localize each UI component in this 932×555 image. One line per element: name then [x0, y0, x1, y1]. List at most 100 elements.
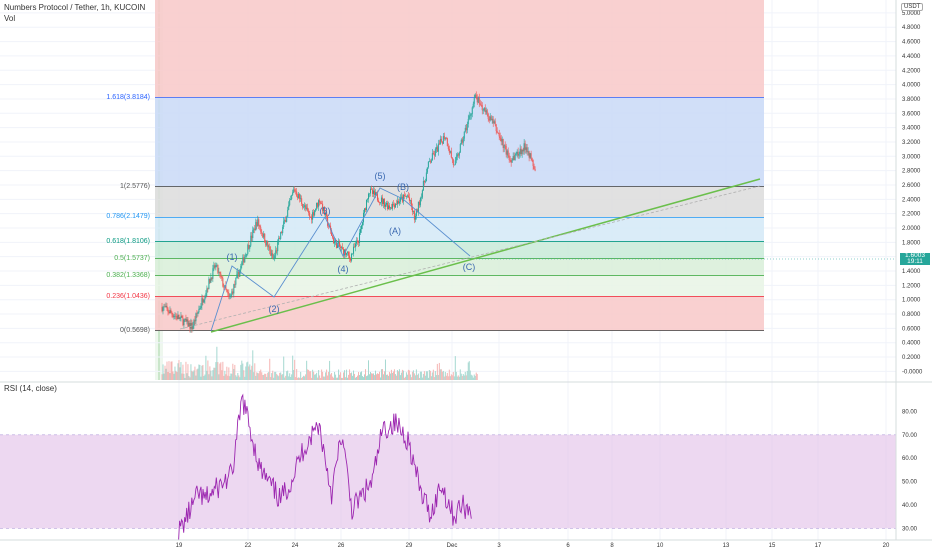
volume-bar	[176, 372, 178, 380]
quote-currency-badge[interactable]: USDT	[901, 3, 924, 11]
volume-bar	[388, 371, 390, 380]
symbol-title[interactable]: Numbers Protocol / Tether, 1h, KUCOIN	[4, 3, 146, 12]
candle-body	[402, 194, 404, 202]
candle-body	[299, 193, 301, 199]
volume-bar	[333, 377, 335, 380]
candle-body	[413, 211, 415, 220]
volume-bar	[301, 377, 303, 380]
volume-bar	[162, 364, 164, 380]
candle-body	[372, 190, 374, 194]
volume-bar	[453, 376, 455, 380]
volume-bar	[444, 371, 446, 380]
volume-bar	[339, 374, 341, 380]
candle-body	[234, 284, 236, 285]
wave-label: (A)	[389, 226, 401, 236]
volume-bar	[298, 377, 300, 380]
volume-bar	[178, 360, 180, 380]
candle-body	[294, 189, 296, 191]
volume-bar	[235, 375, 237, 380]
rsi-title[interactable]: RSI (14, close)	[4, 384, 57, 393]
candle-body	[376, 193, 378, 201]
trendlines[interactable]	[179, 178, 761, 333]
candle-body	[339, 242, 341, 247]
volume-bar	[279, 372, 281, 380]
volume-bar	[174, 366, 176, 380]
elliott-wave-path	[210, 187, 471, 332]
candle-body	[368, 193, 370, 200]
volume-bar	[356, 376, 358, 380]
volume-bar	[359, 375, 361, 380]
candle-body	[213, 265, 215, 269]
candle-body	[233, 284, 235, 294]
rsi-tick-label: 70.00	[902, 433, 918, 439]
fib-level-label: 0.382(1.3368)	[106, 271, 150, 279]
candle-body	[450, 151, 452, 158]
candle-body	[256, 222, 258, 226]
volume-bar	[241, 360, 243, 380]
volume-bar	[171, 361, 173, 380]
time-tick-label: 20	[883, 543, 890, 549]
candle-body	[398, 201, 400, 204]
candle-body	[482, 110, 484, 111]
price-tick-label: 0.2000	[902, 355, 921, 361]
candle-body	[311, 216, 313, 220]
volume-bar	[408, 370, 410, 380]
volume-bar	[476, 374, 478, 380]
volume-bar	[316, 372, 318, 380]
volume-bar	[360, 372, 362, 380]
candle-body	[371, 189, 373, 194]
candle-body	[487, 113, 489, 119]
volume-bar	[389, 373, 391, 380]
candle-body	[188, 322, 190, 327]
candle-body	[309, 212, 311, 217]
candle-body	[298, 193, 300, 198]
candle-body	[430, 160, 432, 163]
volume-bar	[473, 374, 475, 380]
volume-bar	[361, 371, 363, 380]
fib-level-label: 0.618(1.8106)	[106, 237, 150, 245]
volume-bar	[462, 374, 464, 380]
candle-body	[427, 161, 429, 168]
volume-bar	[425, 371, 427, 380]
volume-bar	[204, 374, 206, 380]
volume-bar	[467, 362, 469, 380]
volume-label[interactable]: Vol	[4, 14, 16, 23]
volume-bar	[182, 364, 184, 380]
volume-bar	[429, 370, 431, 380]
volume-bar	[277, 375, 279, 380]
candle-body	[179, 317, 181, 319]
volume-bar	[416, 374, 418, 380]
candle-body	[469, 115, 471, 117]
volume-bar	[237, 373, 239, 380]
volume-bar	[326, 369, 328, 380]
wave-label: (B)	[397, 182, 409, 192]
volume-bar	[367, 375, 369, 380]
candle-body	[432, 153, 434, 155]
price-tick-label: 3.4000	[902, 126, 921, 132]
volume-bar	[304, 376, 306, 380]
candle-body	[457, 154, 459, 156]
candle-body	[348, 252, 350, 256]
volume-bar	[430, 376, 432, 380]
volume-bar	[191, 370, 193, 380]
volume-bar	[305, 374, 307, 380]
candle-body	[182, 317, 184, 326]
candle-body	[305, 205, 307, 209]
volume-bar	[202, 364, 204, 380]
volume-bar	[457, 375, 459, 380]
fib-zone	[155, 186, 764, 218]
volume-bar	[400, 372, 402, 380]
volume-bar	[401, 369, 403, 380]
candle-body	[216, 264, 218, 266]
volume-bar	[297, 377, 299, 380]
candle-body	[208, 278, 210, 289]
volume-bar	[278, 376, 280, 380]
volume-bar	[312, 369, 314, 380]
fib-retracement[interactable]	[155, 0, 764, 331]
candle-body	[173, 316, 175, 318]
fib-level-label: 1(2.5776)	[120, 182, 150, 190]
volume-bar	[231, 373, 233, 380]
candle-body	[327, 216, 329, 226]
